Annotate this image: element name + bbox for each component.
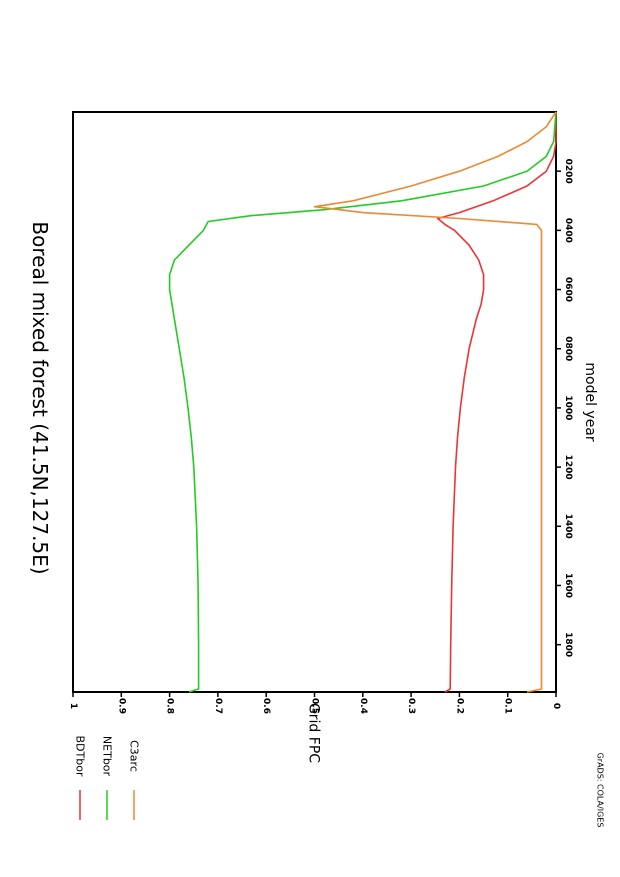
series-line-bdtbor (436, 112, 557, 693)
chart-title: Boreal mixed forest (41.5N,127.5E) (28, 221, 52, 574)
legend-label-netbor: NETbor (101, 736, 114, 777)
y-tick-label: 0 (551, 703, 561, 709)
y-tick-label: 0.7 (213, 698, 223, 714)
plot-frame (72, 111, 557, 693)
credit-label: GrADS: COLA/IGES (596, 753, 605, 828)
chart-labels: Boreal mixed forest (41.5N,127.5E) model … (28, 221, 605, 827)
y-tick-label: 0.5 (310, 698, 320, 714)
axes: 0200 0400 0600 0800 1000 1200 1400 1600 1800 0 0.1… (68, 159, 573, 714)
x-tick-label: 0800 (563, 336, 573, 361)
legend-label-bdtbor: BDTbor (74, 736, 87, 777)
y-tick-label: 0.9 (116, 698, 126, 714)
plot-area (72, 111, 557, 693)
legend-label-c3arc: C3arc (128, 740, 141, 772)
x-tick-label: 0400 (563, 218, 573, 243)
y-tick-label: 0.1 (503, 698, 513, 714)
x-tick-label: 1200 (563, 455, 573, 480)
y-tick-label: 0.2 (454, 698, 464, 714)
y-tick-label: 1 (68, 703, 78, 709)
y-tick-label: 0.6 (261, 698, 271, 714)
y-tick-label: 0.8 (165, 698, 175, 714)
x-tick-label: 1600 (563, 573, 573, 598)
series-line-c3arc (313, 111, 557, 693)
x-tick-label: 1400 (563, 514, 573, 539)
series-line-netbor (168, 111, 557, 693)
x-tick-label: 1000 (563, 395, 573, 420)
x-tick-label: 1800 (563, 632, 573, 657)
x-axis-title: model year (582, 362, 598, 442)
x-tick-label: 0600 (563, 277, 573, 302)
legend: BDTbor NETbor C3arc (74, 736, 141, 820)
y-tick-label: 0.3 (406, 698, 416, 714)
series-lines (168, 111, 557, 693)
y-tick-label: 0.4 (358, 698, 368, 714)
y-axis-title: Grid FPC (306, 703, 322, 763)
x-tick-label: 0200 (563, 159, 573, 184)
